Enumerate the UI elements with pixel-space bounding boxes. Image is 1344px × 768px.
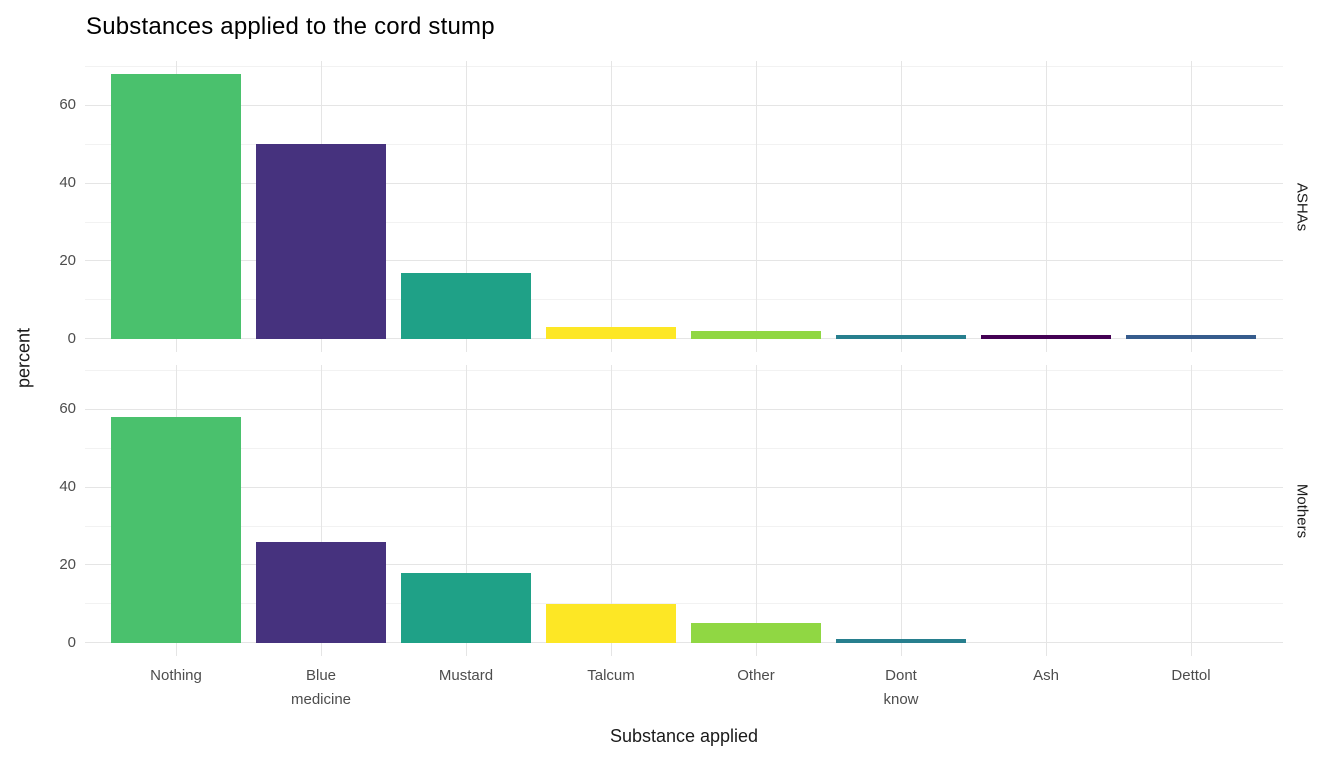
y-tick-label: 0: [67, 633, 76, 651]
minor-gridline: [85, 299, 1283, 300]
bar-other: [691, 330, 821, 339]
major-gridline: [85, 260, 1283, 261]
major-gridline: [85, 564, 1283, 565]
bar-dont-know: [836, 334, 966, 339]
x-tick-label: Dettol: [1171, 667, 1211, 684]
category-gridline: [1191, 365, 1192, 656]
x-tick-label: Blue medicine: [290, 667, 352, 708]
category-gridline: [1191, 61, 1192, 352]
x-tick-label: Ash: [1033, 667, 1059, 684]
bar-mustard: [401, 272, 531, 339]
x-tick-label: Mustard: [438, 667, 494, 684]
x-tick-label: Dont know: [883, 667, 919, 708]
y-tick-label: 20: [59, 555, 76, 573]
bar-ash: [981, 334, 1111, 339]
bar-talcum: [546, 327, 676, 339]
x-axis-title: Substance applied: [609, 726, 759, 746]
minor-gridline: [85, 448, 1283, 449]
major-gridline: [85, 105, 1283, 106]
category-gridline: [1046, 61, 1047, 352]
y-tick-label: 20: [59, 251, 76, 269]
y-tick-label: 60: [59, 400, 76, 418]
bar-blue-medicine: [256, 144, 386, 339]
y-tick-label: 40: [59, 478, 76, 496]
bar-dettol: [1126, 334, 1256, 339]
category-gridline: [466, 365, 467, 656]
facet-panel-ashas: [85, 61, 1283, 352]
category-gridline: [466, 61, 467, 352]
y-tick-label: 60: [59, 96, 76, 114]
category-gridline: [611, 61, 612, 352]
category-gridline: [901, 365, 902, 656]
major-gridline: [85, 338, 1283, 339]
minor-gridline: [85, 370, 1283, 371]
bar-other: [691, 623, 821, 643]
category-gridline: [756, 365, 757, 656]
bar-nothing: [111, 74, 241, 339]
minor-gridline: [85, 603, 1283, 604]
category-gridline: [1046, 365, 1047, 656]
minor-gridline: [85, 222, 1283, 223]
y-tick-label: 40: [59, 174, 76, 192]
chart-title: Substances applied to the cord stump: [86, 13, 495, 40]
major-gridline: [85, 183, 1283, 184]
minor-gridline: [85, 66, 1283, 67]
minor-gridline: [85, 144, 1283, 145]
major-gridline: [85, 487, 1283, 488]
facet-strip-label: Mothers: [1293, 483, 1311, 538]
major-gridline: [85, 642, 1283, 643]
category-gridline: [611, 365, 612, 656]
y-tick-label: 0: [67, 329, 76, 347]
facet-panel-mothers: [85, 365, 1283, 656]
bar-talcum: [546, 603, 676, 643]
bar-nothing: [111, 417, 241, 643]
major-gridline: [85, 409, 1283, 410]
x-tick-label: Other: [737, 667, 775, 684]
bar-mustard: [401, 572, 531, 643]
category-gridline: [901, 61, 902, 352]
category-gridline: [756, 61, 757, 352]
category-gridline: [321, 365, 322, 656]
x-tick-label: Talcum: [587, 667, 635, 684]
minor-gridline: [85, 526, 1283, 527]
x-tick-label: Nothing: [150, 667, 202, 684]
bar-dont-know: [836, 638, 966, 643]
facet-strip-label: ASHAs: [1293, 182, 1311, 231]
bar-blue-medicine: [256, 541, 386, 643]
